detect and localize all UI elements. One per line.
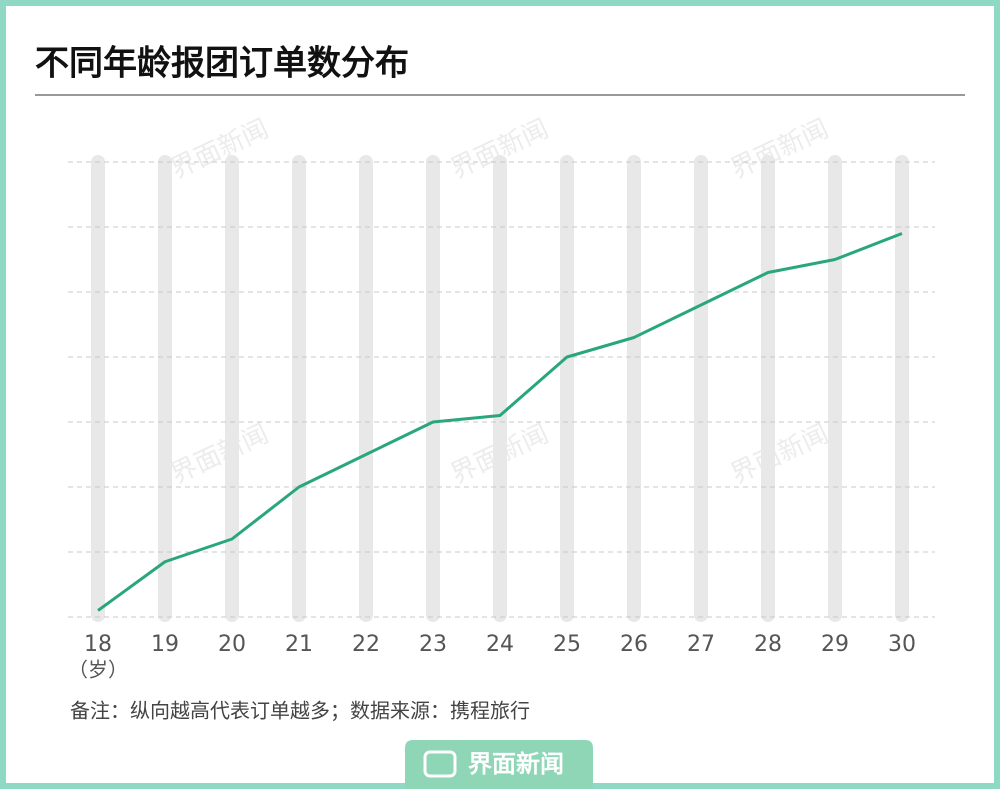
line-series bbox=[97, 232, 903, 612]
chart-title: 不同年龄报团订单数分布 bbox=[35, 44, 409, 84]
x-tick-label: 20 bbox=[218, 632, 246, 657]
x-tick-label: 18 bbox=[84, 632, 112, 657]
x-tick-label: 24 bbox=[486, 632, 514, 657]
x-tick-label: 25 bbox=[553, 632, 581, 657]
x-tick-label: 27 bbox=[687, 632, 715, 657]
x-tick-label: 26 bbox=[620, 632, 648, 657]
x-tick-label: 29 bbox=[821, 632, 849, 657]
x-tick-label: 22 bbox=[352, 632, 380, 657]
note: 备注：纵向越高代表订单越多；数据来源：携程旅行 bbox=[70, 699, 530, 723]
x-tick-label: 21 bbox=[285, 632, 313, 657]
x-tick-label: 19 bbox=[151, 632, 179, 657]
x-tick-label: 28 bbox=[754, 632, 782, 657]
x-unit: （岁） bbox=[68, 658, 128, 682]
badge-icon bbox=[423, 750, 457, 778]
x-tick-label: 30 bbox=[888, 632, 916, 657]
x-tick-label: 23 bbox=[419, 632, 447, 657]
badge-text: 界面新闻 bbox=[468, 750, 564, 778]
